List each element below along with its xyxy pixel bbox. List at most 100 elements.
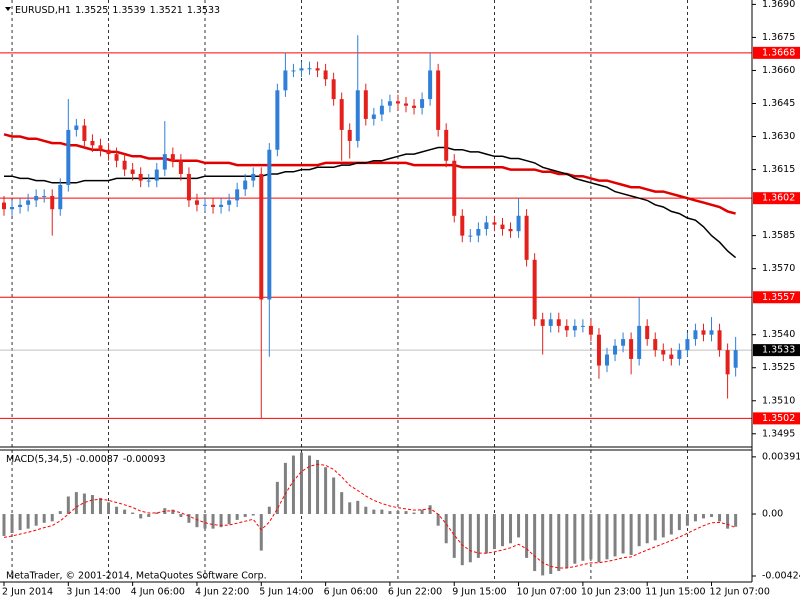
candle-body: [540, 319, 545, 326]
candle-body: [251, 173, 256, 181]
candle-body: [605, 354, 609, 366]
macd-bar: [621, 514, 625, 554]
y-tick-label: 1.3510: [762, 395, 795, 406]
candle-body: [580, 325, 585, 327]
macd-bar: [340, 492, 344, 515]
x-tick-label: 6 Jun 06:00: [324, 587, 378, 598]
moving-average: [3, 133, 736, 215]
macd-bar: [332, 477, 336, 515]
candle-body: [130, 169, 135, 174]
macd-bar: [235, 514, 239, 520]
candle-body: [564, 325, 569, 331]
candle-body: [404, 103, 408, 106]
candle-body: [283, 70, 288, 91]
y-tick-label: 1.3585: [762, 230, 795, 241]
candle-body: [685, 339, 690, 351]
x-tick-label: 2 Jun 2014: [2, 587, 53, 598]
signal-last: -0.00093: [123, 454, 166, 465]
macd-bar: [492, 514, 496, 550]
candle-body: [484, 222, 489, 230]
last-open: 1.3525: [75, 5, 108, 16]
macd-bar: [179, 514, 183, 517]
macd-bar: [195, 514, 199, 528]
macd-bar: [155, 512, 159, 515]
candle-body: [548, 319, 553, 326]
candle-body: [291, 70, 296, 72]
macd-bar: [637, 514, 641, 547]
macd-bar: [2, 514, 6, 536]
macd-bar: [653, 514, 657, 541]
candle-body: [154, 169, 159, 181]
candle-body: [725, 350, 730, 375]
candle-body: [596, 334, 601, 366]
candle-body: [42, 195, 47, 197]
macd-bar: [645, 514, 649, 544]
chart-header: EURUSD,H1 1.3525 1.3539 1.3521 1.3533: [15, 5, 220, 16]
macd-bar: [66, 496, 70, 515]
candle-body: [532, 259, 537, 320]
candle-body: [645, 325, 650, 340]
candle-body: [146, 180, 151, 182]
macd-bar: [484, 514, 488, 554]
macd-bar: [275, 481, 279, 515]
x-tick-label: 4 Jun 22:00: [195, 587, 249, 598]
macd-bar: [710, 514, 714, 517]
candle-body: [178, 160, 183, 174]
candle-body: [331, 79, 336, 100]
last-low: 1.3521: [150, 5, 183, 16]
macd-bar: [589, 514, 593, 560]
macd-bar: [404, 511, 408, 515]
candle-body: [444, 129, 449, 161]
macd-bar: [259, 514, 263, 551]
macd-bar: [396, 511, 400, 515]
macd-bar: [444, 514, 448, 544]
candle-body: [10, 206, 15, 210]
macd-bar: [693, 514, 697, 522]
candle-body: [500, 224, 505, 230]
macd-bar: [283, 462, 287, 515]
candle-body: [588, 325, 593, 335]
candle-body: [412, 105, 417, 108]
macd-bar: [18, 514, 22, 531]
candle-body: [468, 235, 473, 237]
y-tick-label: 0.00391: [762, 451, 800, 462]
macd-bar: [605, 514, 609, 560]
candle-body: [315, 68, 320, 71]
macd-bar: [452, 514, 456, 558]
candle-body: [98, 145, 103, 150]
level-label: 1.3602: [762, 193, 795, 204]
menu-arrow[interactable]: [5, 7, 11, 11]
candle-body: [677, 350, 682, 359]
candle-body: [436, 70, 441, 130]
candle-body: [106, 149, 111, 155]
candle-body: [299, 68, 304, 71]
y-tick-label: 1.3645: [762, 98, 795, 109]
macd-bar: [107, 502, 111, 515]
candle-body: [637, 325, 642, 359]
macd-bar: [227, 514, 231, 525]
macd-bar: [139, 514, 143, 519]
y-tick-label: 1.3690: [762, 0, 795, 10]
macd-bar: [316, 459, 320, 515]
macd-bar: [428, 505, 432, 515]
macd-bar: [629, 514, 633, 555]
candle-body: [243, 180, 248, 190]
candle-body: [114, 154, 119, 161]
candle-body: [275, 90, 280, 150]
candle-body: [66, 129, 71, 185]
candle-body: [516, 215, 521, 232]
macd-bar: [685, 514, 689, 526]
macd-bar: [219, 514, 223, 528]
candle-body: [621, 339, 626, 346]
candle-body: [661, 350, 666, 355]
macd-header: MACD(5,34,5) -0.00087 -0.00093: [6, 454, 166, 465]
candle-body: [556, 319, 561, 326]
macd-bar: [380, 509, 384, 515]
candle-body: [653, 339, 658, 351]
macd-bar: [565, 514, 569, 569]
candle-body: [74, 125, 79, 130]
level-label-bg: [753, 46, 800, 59]
macd-bar: [123, 509, 127, 515]
x-tick-label: 10 Jun 07:00: [517, 587, 577, 598]
